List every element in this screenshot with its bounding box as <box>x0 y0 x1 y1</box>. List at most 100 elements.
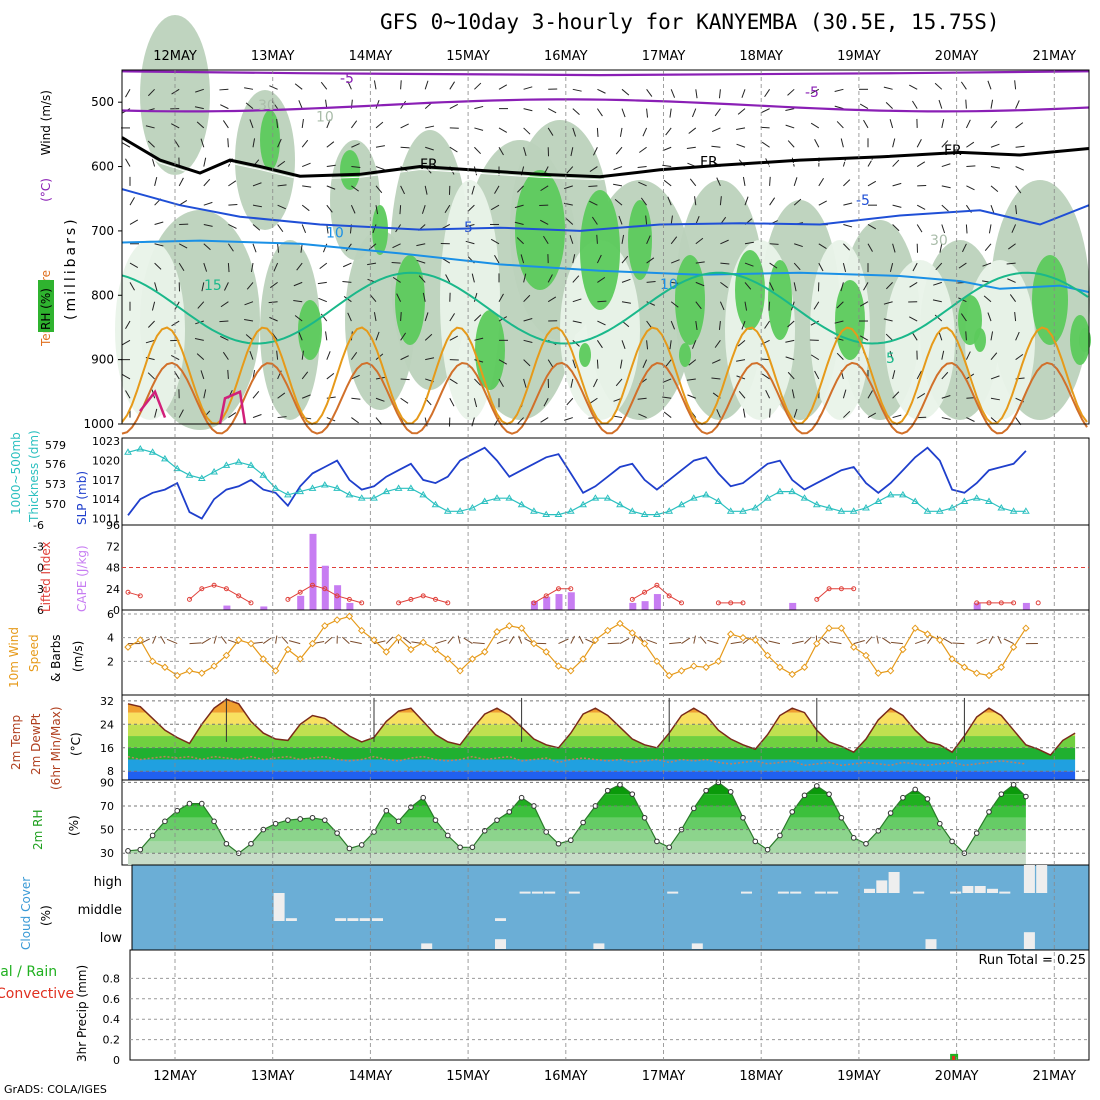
wind-barb-0-780 <box>129 282 135 291</box>
wind-barb-72-810 <box>1009 294 1017 303</box>
wind-point-24 <box>419 638 427 647</box>
surface-barb-30 <box>496 639 508 645</box>
cape-tick-48: 48 <box>106 562 120 575</box>
li-point-26 <box>445 600 451 606</box>
rh-point-62 <box>887 810 894 816</box>
cloud-low-30 <box>495 939 506 949</box>
top-date-12MAY: 12MAY <box>153 49 197 64</box>
contour-label-7: 10 <box>326 225 344 241</box>
wind-barb-36-780 <box>572 275 580 283</box>
wind-barb-6-720 <box>203 243 211 251</box>
thickness-point-36 <box>566 507 575 514</box>
rh-point-20 <box>371 829 377 835</box>
wind-barb-72-540 <box>1015 122 1024 129</box>
wind-barb-26-660 <box>444 204 451 214</box>
wind-barb-70-570 <box>990 143 1000 148</box>
wind-point-5 <box>185 667 194 675</box>
wind-barb-4-990 <box>178 409 184 418</box>
wind-barb-60-780 <box>863 282 869 291</box>
wind-barb-22-540 <box>400 123 409 129</box>
cape-bar-extra-35 <box>555 594 563 610</box>
wind-barb-12-720 <box>277 243 280 253</box>
rh-point-1 <box>137 846 144 853</box>
wind-barb-70-840 <box>987 312 992 322</box>
surface-barb-2 <box>152 635 157 644</box>
upper-ytick-label-700: 700 <box>91 224 114 238</box>
wind-barb-20-630 <box>375 185 383 194</box>
wind-barb-44-660 <box>667 196 672 206</box>
wind-barb-2-600 <box>151 157 156 167</box>
wind-barb-66-540 <box>941 119 945 129</box>
cloud-high-61 <box>876 880 888 893</box>
wind-barb-36-930 <box>570 378 574 388</box>
cape-bar-extra-42 <box>641 601 649 610</box>
wind-barb-46-930 <box>686 378 696 381</box>
wind-point-26 <box>444 655 452 663</box>
wind-barb-52-840 <box>764 320 771 329</box>
precip-conv-bar-0 <box>952 1055 956 1060</box>
wind-barb-28-840 <box>474 314 482 322</box>
rh-point-15 <box>309 814 316 821</box>
wind-barb-46-810 <box>695 301 702 310</box>
rh-point-42 <box>641 814 648 821</box>
surface-barb-68 <box>952 642 965 645</box>
wind-barb-6-510 <box>194 106 204 110</box>
wind-barb-70-900 <box>990 352 998 360</box>
wind-barb-40-720 <box>621 234 625 244</box>
surface-barb-47 <box>699 636 707 644</box>
wind-barb-10-840 <box>244 318 254 322</box>
wind-point-62 <box>886 667 895 675</box>
wind-barb-34-780 <box>547 274 553 283</box>
wind-barb-24-480 <box>424 80 429 90</box>
cape-bar-extra-43 <box>653 594 661 610</box>
temp-ylabel-2: 2m DewPt <box>29 713 43 775</box>
wind-barb-18-930 <box>351 374 360 380</box>
li-tick-6: 6 <box>37 604 44 617</box>
rh-tick-30: 30 <box>100 847 114 860</box>
contour-label-2: FR <box>420 157 438 173</box>
rh-point-28 <box>469 844 476 851</box>
wind-barb-10-750 <box>250 263 254 273</box>
wind-barb-38-960 <box>589 397 598 404</box>
wind-barb-32-900 <box>523 359 531 367</box>
li-point-44 <box>666 593 672 599</box>
li-tick-3: 3 <box>37 583 44 596</box>
wind-barb-48-630 <box>716 177 721 187</box>
thickness-point-21 <box>382 487 391 495</box>
wind-barb-10-540 <box>249 119 254 129</box>
wind-point-72 <box>1009 643 1018 651</box>
wind-barb-64-480 <box>909 84 918 90</box>
rh-point-69 <box>973 830 980 836</box>
surface-barb-64 <box>915 639 926 645</box>
wind-barb-70-720 <box>984 243 992 251</box>
wind-point-29 <box>480 648 489 656</box>
wind-barb-2-930 <box>147 372 155 380</box>
upper-ytick-label-500: 500 <box>91 95 114 109</box>
contour-label-1: -5 <box>805 85 819 101</box>
wind-barb-62-690 <box>892 224 900 232</box>
wind-barb-56-930 <box>814 370 820 380</box>
wind-barb-30-900 <box>498 359 508 365</box>
cape-bar-extra-36 <box>567 592 575 610</box>
thickness-point-52 <box>763 494 772 501</box>
upper-ylabel-celsius: (°C) <box>39 178 53 202</box>
wind-point-2 <box>148 657 157 666</box>
wind-barb-6-960 <box>203 389 207 399</box>
wind-barb-18-720 <box>345 243 352 252</box>
wind-barb-4-630 <box>178 177 184 187</box>
precip-tick-0.6: 0.6 <box>103 993 121 1006</box>
wind-barb-38-600 <box>589 166 598 172</box>
upper-ytick-label-1000: 1000 <box>83 417 114 431</box>
cloud-high-60 <box>864 888 875 893</box>
rh-point-73 <box>1023 793 1029 800</box>
wind-barb-52-720 <box>769 243 779 245</box>
wind-barb-16-900 <box>326 351 331 360</box>
wind-barb-62-960 <box>892 391 900 399</box>
wind-point-9 <box>234 636 243 644</box>
thickness-point-40 <box>616 500 624 508</box>
wind-barb-8-990 <box>228 412 237 418</box>
temp-ylabel-1: 2m Temp <box>9 715 23 770</box>
wind-barb-36-570 <box>570 147 574 157</box>
thickness-point-61 <box>874 497 883 504</box>
wind-barb-38-660 <box>589 200 598 206</box>
